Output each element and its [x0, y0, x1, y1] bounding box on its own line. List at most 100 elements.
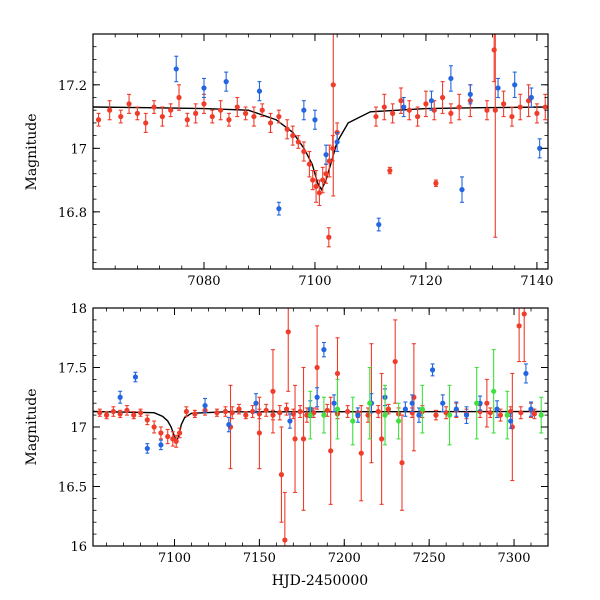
red-marker: [158, 430, 164, 436]
red-marker: [399, 460, 405, 466]
red-marker: [159, 113, 165, 120]
red-marker: [448, 110, 454, 116]
red-data-point: [501, 90, 507, 118]
blue-marker: [256, 88, 263, 94]
red-data-point: [439, 81, 446, 114]
green-marker: [538, 412, 544, 418]
red-data-point: [277, 405, 283, 421]
red-data-point: [117, 409, 123, 419]
red-marker: [487, 410, 493, 416]
blue-data-point: [256, 81, 263, 102]
red-marker: [330, 145, 336, 151]
red-marker: [243, 412, 249, 418]
red-marker: [415, 113, 421, 120]
red-data-point: [267, 112, 274, 133]
green-data-point: [446, 384, 453, 446]
blue-data-point: [334, 131, 340, 153]
red-data-point: [95, 112, 102, 127]
red-marker: [501, 101, 507, 107]
red-data-point: [306, 150, 313, 178]
red-marker: [236, 406, 242, 412]
red-data-point: [373, 106, 379, 127]
red-data-point: [193, 103, 199, 124]
red-data-point: [326, 144, 332, 178]
red-marker: [531, 411, 538, 417]
red-marker: [516, 323, 522, 329]
red-data-point: [290, 125, 296, 146]
red-data-point: [159, 106, 165, 127]
blue-data-point: [301, 100, 307, 121]
red-marker: [517, 104, 523, 110]
red-marker: [103, 412, 110, 418]
red-marker: [300, 436, 307, 442]
red-data-point: [270, 349, 276, 434]
red-data-point: [448, 103, 454, 124]
blue-data-point: [376, 217, 382, 232]
blue-marker: [429, 367, 436, 373]
red-marker: [277, 410, 283, 416]
y-tick-label: 17.2: [58, 79, 87, 94]
red-data-point: [358, 405, 364, 502]
blue-marker: [467, 91, 473, 97]
red-marker: [278, 472, 285, 478]
blue-data-point: [448, 65, 454, 92]
red-data-point: [387, 166, 393, 175]
blue-data-point: [144, 443, 150, 454]
red-data-point: [534, 103, 540, 124]
green-data-point: [382, 384, 388, 446]
red-data-point: [126, 93, 132, 114]
x-tick-label: 7200: [328, 551, 361, 566]
red-marker: [314, 364, 320, 371]
red-marker: [326, 234, 332, 240]
green-data-point: [307, 390, 313, 440]
red-marker: [433, 180, 439, 186]
red-marker: [192, 411, 198, 417]
red-data-point: [176, 84, 182, 111]
red-marker: [326, 158, 332, 164]
red-data-point: [282, 491, 288, 546]
blue-marker: [301, 107, 307, 113]
red-data-point: [158, 426, 164, 440]
blue-data-point: [528, 401, 534, 417]
red-marker: [295, 139, 301, 145]
red-marker: [398, 98, 404, 104]
red-marker: [134, 110, 140, 116]
blue-data-point: [355, 407, 361, 423]
blue-data-point: [528, 87, 534, 108]
red-marker: [283, 406, 290, 412]
red-marker: [176, 430, 183, 436]
red-marker: [282, 537, 288, 543]
blue-marker: [223, 79, 229, 85]
blue-marker: [253, 400, 259, 406]
green-data-point: [321, 396, 327, 434]
red-marker: [168, 107, 174, 113]
blue-marker: [402, 406, 408, 412]
x-tick-label: 7300: [497, 551, 530, 566]
green-marker: [334, 406, 341, 412]
red-marker: [143, 120, 149, 126]
red-data-point: [292, 384, 298, 494]
red-data-point: [491, 34, 497, 83]
y-tick-label: 16: [70, 540, 87, 555]
blue-marker: [144, 445, 150, 452]
red-marker: [456, 104, 462, 110]
blue-marker: [409, 400, 415, 406]
red-marker: [484, 107, 490, 113]
red-marker: [431, 107, 437, 113]
red-marker: [97, 410, 103, 416]
y-tick-label: 18: [70, 302, 87, 317]
blue-marker: [132, 374, 139, 380]
red-data-point: [345, 405, 351, 419]
red-marker: [249, 408, 256, 415]
red-marker: [131, 412, 137, 418]
blue-data-point: [401, 96, 407, 118]
blue-marker: [202, 402, 208, 409]
red-marker: [484, 400, 490, 406]
red-marker: [330, 82, 336, 88]
green-marker: [474, 400, 480, 406]
red-data-point: [124, 405, 130, 416]
blue-marker: [334, 139, 340, 145]
red-marker: [218, 107, 224, 113]
blue-data-point: [463, 406, 470, 424]
red-data-point: [330, 135, 336, 162]
